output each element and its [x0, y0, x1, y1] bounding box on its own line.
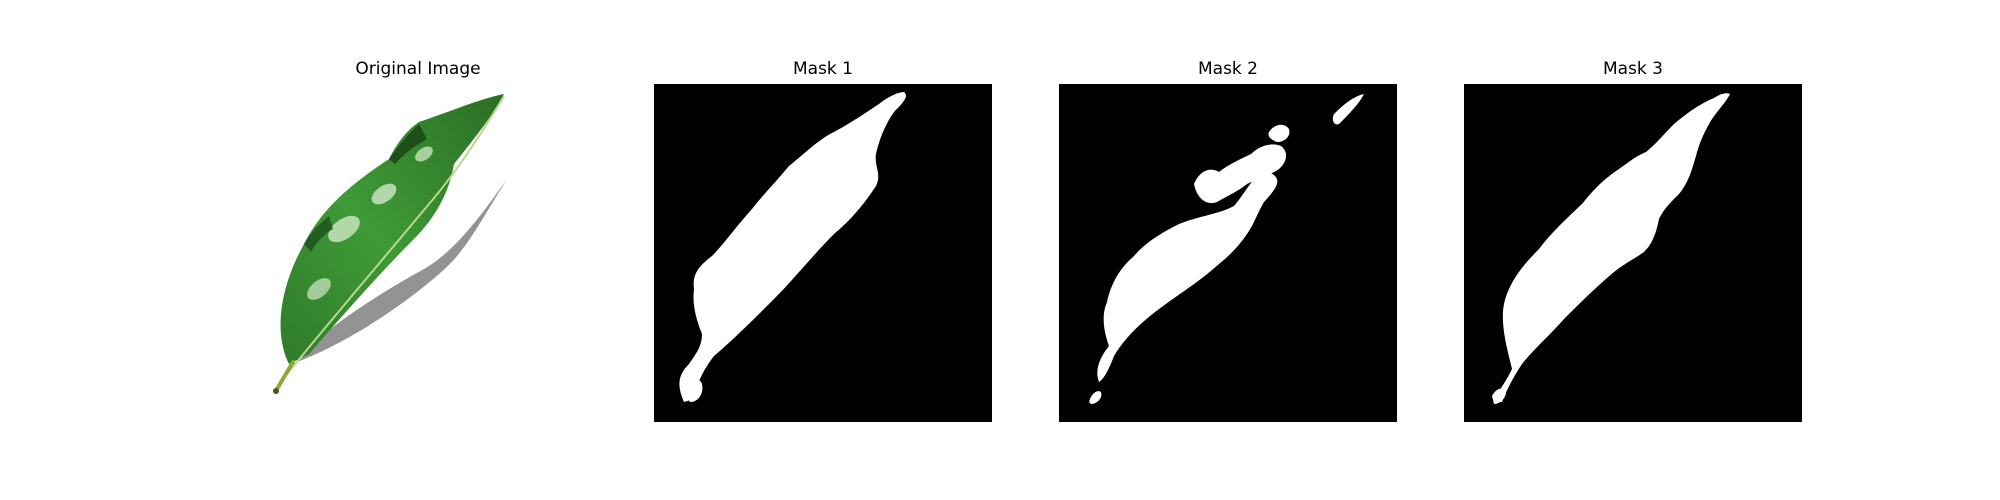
panel-title-mask-2: Mask 2 — [1197, 59, 1258, 79]
leaf-photo — [273, 94, 507, 394]
original-image — [249, 84, 587, 422]
mask-2-shape — [1089, 94, 1364, 404]
mask-3-image — [1464, 84, 1802, 422]
panel-title-mask-1: Mask 1 — [792, 59, 853, 79]
panel-title-original: Original Image — [355, 59, 481, 79]
mask-3-shape — [1492, 93, 1730, 404]
mask-1-image — [654, 84, 992, 422]
panel-title-mask-3: Mask 3 — [1602, 59, 1663, 79]
mask-1-shape — [679, 92, 906, 402]
mask-2-image — [1059, 84, 1397, 422]
